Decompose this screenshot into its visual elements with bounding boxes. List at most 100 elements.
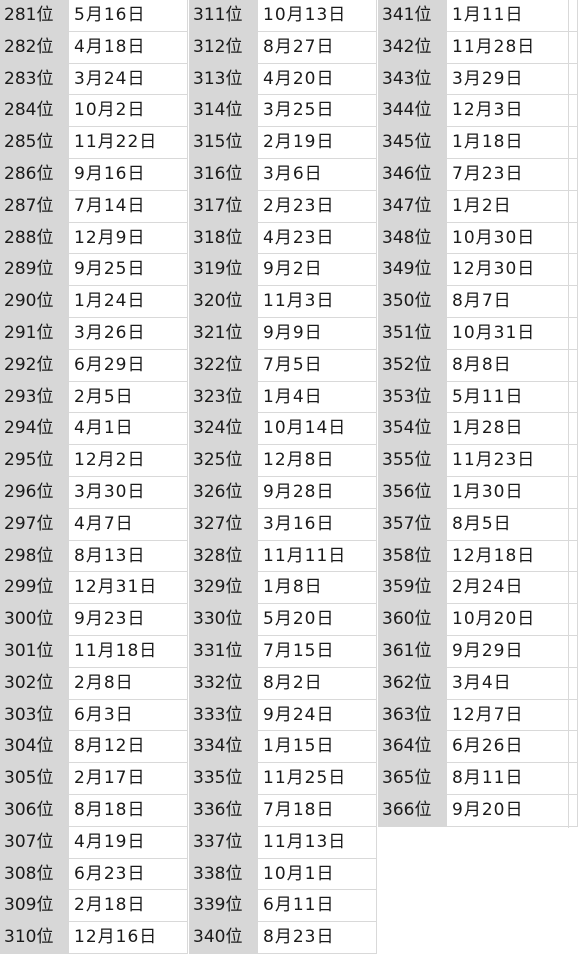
date-cell: 3月25日 bbox=[258, 95, 377, 128]
table-row: 302位 2月8日 bbox=[0, 667, 188, 700]
date-cell: 3月4日 bbox=[447, 667, 578, 700]
rank-cell: 286位 bbox=[0, 158, 69, 191]
rank-cell: 308位 bbox=[0, 858, 69, 891]
table-row: 299位 12月31日 bbox=[0, 572, 188, 605]
date-cell: 11月3日 bbox=[258, 286, 377, 318]
date-cell: 5月20日 bbox=[258, 604, 377, 636]
rank-cell: 339位 bbox=[189, 890, 258, 923]
rank-cell: 350位 bbox=[378, 286, 447, 318]
table-row: 336位 7月18日 bbox=[189, 794, 377, 827]
table-row: 294位 4月1日 bbox=[0, 413, 188, 446]
date-cell: 12月16日 bbox=[69, 922, 188, 954]
rank-cell: 311位 bbox=[189, 0, 258, 32]
table-row: 364位 6月26日 bbox=[378, 731, 578, 764]
table-row: 355位 11月23日 bbox=[378, 445, 578, 477]
rank-cell: 307位 bbox=[0, 826, 69, 859]
date-cell: 10月31日 bbox=[447, 317, 578, 350]
ranking-column-1: 281位 5月16日 282位 4月18日 283位 3月24日 284位 10月2日 285位… bbox=[0, 0, 188, 954]
table-row: 285位 11月22日 bbox=[0, 127, 188, 159]
rank-cell: 324位 bbox=[189, 413, 258, 446]
rank-cell: 284位 bbox=[0, 95, 69, 128]
rank-cell: 351位 bbox=[378, 317, 447, 350]
table-row: 316位 3月6日 bbox=[189, 158, 377, 191]
date-cell: 4月7日 bbox=[69, 508, 188, 541]
rank-cell: 354位 bbox=[378, 413, 447, 446]
rank-cell: 296位 bbox=[0, 476, 69, 509]
date-cell: 1月2日 bbox=[447, 190, 578, 223]
rank-cell: 306位 bbox=[0, 794, 69, 827]
table-row: 361位 9月29日 bbox=[378, 635, 578, 668]
date-cell: 10月13日 bbox=[258, 0, 377, 32]
rank-cell: 318位 bbox=[189, 222, 258, 255]
rank-cell: 335位 bbox=[189, 763, 258, 795]
table-row: 334位 1月15日 bbox=[189, 731, 377, 764]
date-cell: 10月2日 bbox=[69, 95, 188, 128]
date-cell: 3月6日 bbox=[258, 158, 377, 191]
rank-cell: 344位 bbox=[378, 95, 447, 128]
rank-cell: 353位 bbox=[378, 381, 447, 414]
table-row: 298位 8月13日 bbox=[0, 540, 188, 574]
date-cell: 2月18日 bbox=[69, 890, 188, 923]
table-row: 307位 4月19日 bbox=[0, 826, 188, 859]
rank-cell: 338位 bbox=[189, 858, 258, 891]
table-row: 349位 12月30日 bbox=[378, 254, 578, 287]
table-row: 310位 12月16日 bbox=[0, 922, 188, 954]
date-cell: 8月18日 bbox=[69, 794, 188, 827]
date-cell: 11月28日 bbox=[447, 31, 578, 64]
rank-cell: 329位 bbox=[189, 572, 258, 605]
table-row: 359位 2月24日 bbox=[378, 572, 578, 605]
date-cell: 3月16日 bbox=[258, 508, 377, 541]
date-cell: 5月11日 bbox=[447, 381, 578, 414]
table-row: 339位 6月11日 bbox=[189, 890, 377, 923]
date-cell: 1月28日 bbox=[447, 413, 578, 446]
table-row: 305位 2月17日 bbox=[0, 763, 188, 795]
date-cell: 8月5日 bbox=[447, 508, 578, 541]
table-row: 291位 3月26日 bbox=[0, 317, 188, 350]
rank-cell: 315位 bbox=[189, 127, 258, 159]
rank-cell: 366位 bbox=[378, 794, 447, 827]
date-cell: 1月30日 bbox=[447, 476, 578, 509]
date-cell: 3月26日 bbox=[69, 317, 188, 350]
rank-cell: 356位 bbox=[378, 476, 447, 509]
rank-cell: 359位 bbox=[378, 572, 447, 605]
table-row: 325位 12月8日 bbox=[189, 445, 377, 477]
table-row: 311位 10月13日 bbox=[189, 0, 377, 32]
table-row: 328位 11月11日 bbox=[189, 540, 377, 573]
date-cell: 1月15日 bbox=[258, 731, 377, 764]
date-cell: 11月13日 bbox=[258, 826, 377, 859]
rank-cell: 326位 bbox=[189, 476, 258, 509]
table-row: 314位 3月25日 bbox=[189, 95, 377, 128]
date-cell: 7月14日 bbox=[69, 190, 188, 223]
table-row: 333位 9月24日 bbox=[189, 699, 377, 732]
table-row: 309位 2月18日 bbox=[0, 890, 188, 923]
rank-cell: 343位 bbox=[378, 63, 447, 96]
table-row: 324位 10月14日 bbox=[189, 413, 377, 446]
date-cell: 3月30日 bbox=[69, 476, 188, 509]
table-row: 362位 3月4日 bbox=[378, 667, 578, 700]
rank-cell: 299位 bbox=[0, 572, 69, 605]
date-cell: 2月19日 bbox=[258, 127, 377, 159]
date-cell: 8月8日 bbox=[447, 349, 578, 382]
table-row: 318位 4月23日 bbox=[189, 222, 377, 255]
ranking-column-3: 341位 1月11日 342位 11月28日 343位 3月29日 344位 12月3日 345… bbox=[378, 0, 578, 827]
rank-cell: 282位 bbox=[0, 31, 69, 64]
table-row: 341位 1月11日 bbox=[378, 0, 578, 32]
table-row: 344位 12月3日 bbox=[378, 95, 578, 128]
table-row: 358位 12月18日 bbox=[378, 540, 578, 573]
table-row: 350位 8月7日 bbox=[378, 286, 578, 318]
date-cell: 11月18日 bbox=[69, 635, 188, 668]
rank-cell: 287位 bbox=[0, 190, 69, 223]
date-cell: 6月3日 bbox=[69, 699, 188, 732]
date-cell: 2月8日 bbox=[69, 667, 188, 700]
date-cell: 4月1日 bbox=[69, 413, 188, 446]
rank-cell: 322位 bbox=[189, 349, 258, 382]
rank-cell: 357位 bbox=[378, 508, 447, 541]
date-cell: 2月23日 bbox=[258, 190, 377, 223]
rank-cell: 342位 bbox=[378, 31, 447, 64]
rank-cell: 330位 bbox=[189, 604, 258, 636]
table-row: 304位 8月12日 bbox=[0, 731, 188, 764]
date-cell: 8月7日 bbox=[447, 286, 578, 318]
table-row: 283位 3月24日 bbox=[0, 63, 188, 96]
rank-cell: 293位 bbox=[0, 381, 69, 414]
table-row: 330位 5月20日 bbox=[189, 604, 377, 636]
